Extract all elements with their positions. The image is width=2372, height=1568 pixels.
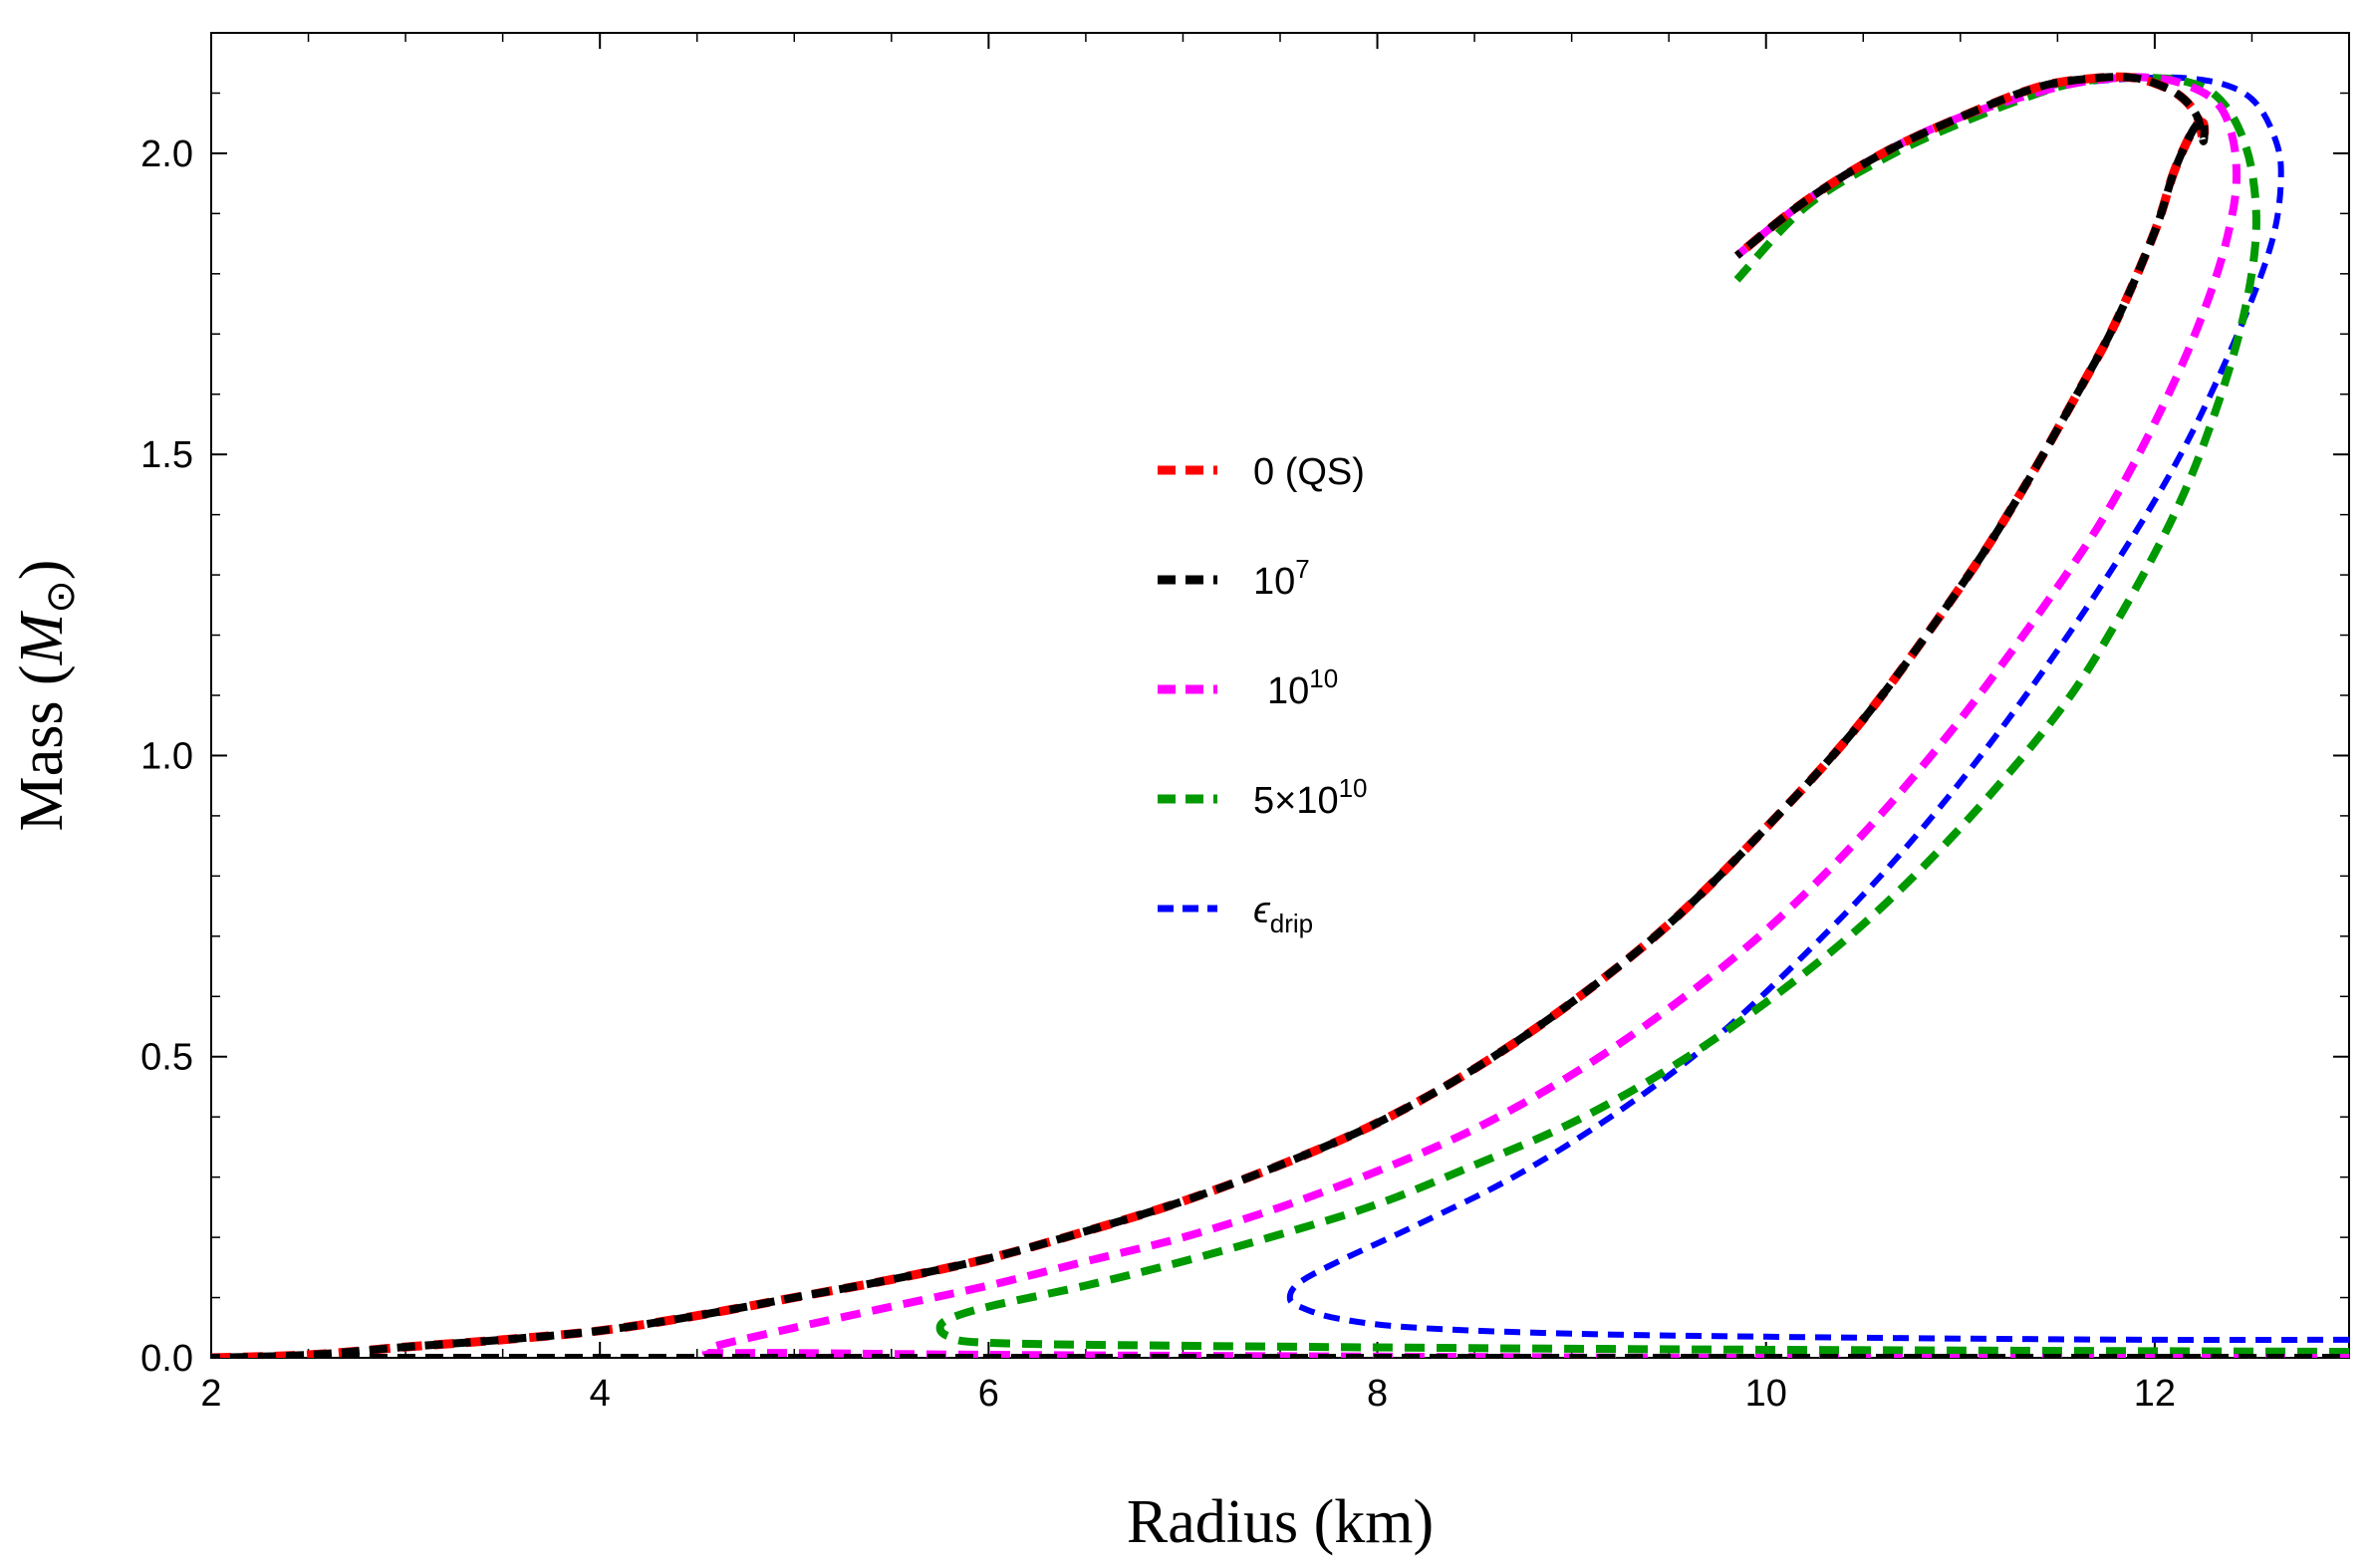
y-axis-title-suffix: ) (8, 560, 76, 581)
y-tick-label: 1.5 (140, 434, 193, 476)
legend-label-qs: 0 (QS) (1253, 451, 1365, 493)
legend-label-edrip: ϵdrip (1253, 890, 1313, 938)
series-1e10-curve (701, 73, 2349, 1358)
legend-label-5e10: 5×1010 (1253, 773, 1368, 822)
y-axis-title-sub: ⊙ (38, 580, 83, 614)
legend: 0 (QS) 107 1010 5×1010 ϵdrip (1158, 451, 1368, 938)
series-qs-curve (211, 72, 2210, 1358)
y-tick-label: 0.0 (140, 1338, 193, 1380)
x-tick-label: 6 (978, 1373, 999, 1415)
legend-label-edrip-base: ϵ (1253, 890, 1271, 931)
legend-label-1e10-base: 10 (1267, 670, 1309, 712)
y-axis-title: Mass (M⊙) (8, 560, 83, 832)
legend-label-1e10-exp: 10 (1309, 663, 1338, 693)
series-1e7-curve (211, 73, 2209, 1358)
x-tick-label: 4 (590, 1373, 611, 1415)
y-axis-title-symbol: M (8, 610, 76, 665)
x-tick-label: 12 (2134, 1373, 2176, 1415)
x-axis-title: Radius (km) (1127, 1488, 1434, 1556)
axis-ticks: 2 4 6 8 10 12 0.0 0.5 1.0 1.5 2.0 (140, 32, 2350, 1415)
y-tick-label: 1.0 (140, 735, 193, 777)
x-tick-label: 10 (1745, 1373, 1787, 1415)
legend-label-1e7-base: 10 (1253, 561, 1295, 603)
y-tick-label: 2.0 (140, 133, 193, 175)
series-layer (211, 72, 2349, 1358)
legend-label-edrip-sub: drip (1270, 909, 1313, 938)
y-axis-title-prefix: Mass ( (8, 664, 76, 831)
legend-label-1e7: 107 (1253, 554, 1310, 603)
legend-label-1e10: 1010 (1267, 663, 1338, 712)
legend-label-1e7-exp: 7 (1295, 554, 1309, 584)
legend-label-5e10-base: 5×10 (1253, 780, 1339, 822)
x-tick-label: 8 (1367, 1373, 1388, 1415)
x-tick-label: 2 (200, 1373, 221, 1415)
legend-label-5e10-exp: 10 (1339, 773, 1368, 803)
series-edrip-curve (1286, 74, 2349, 1343)
y-tick-label: 0.5 (140, 1037, 193, 1079)
